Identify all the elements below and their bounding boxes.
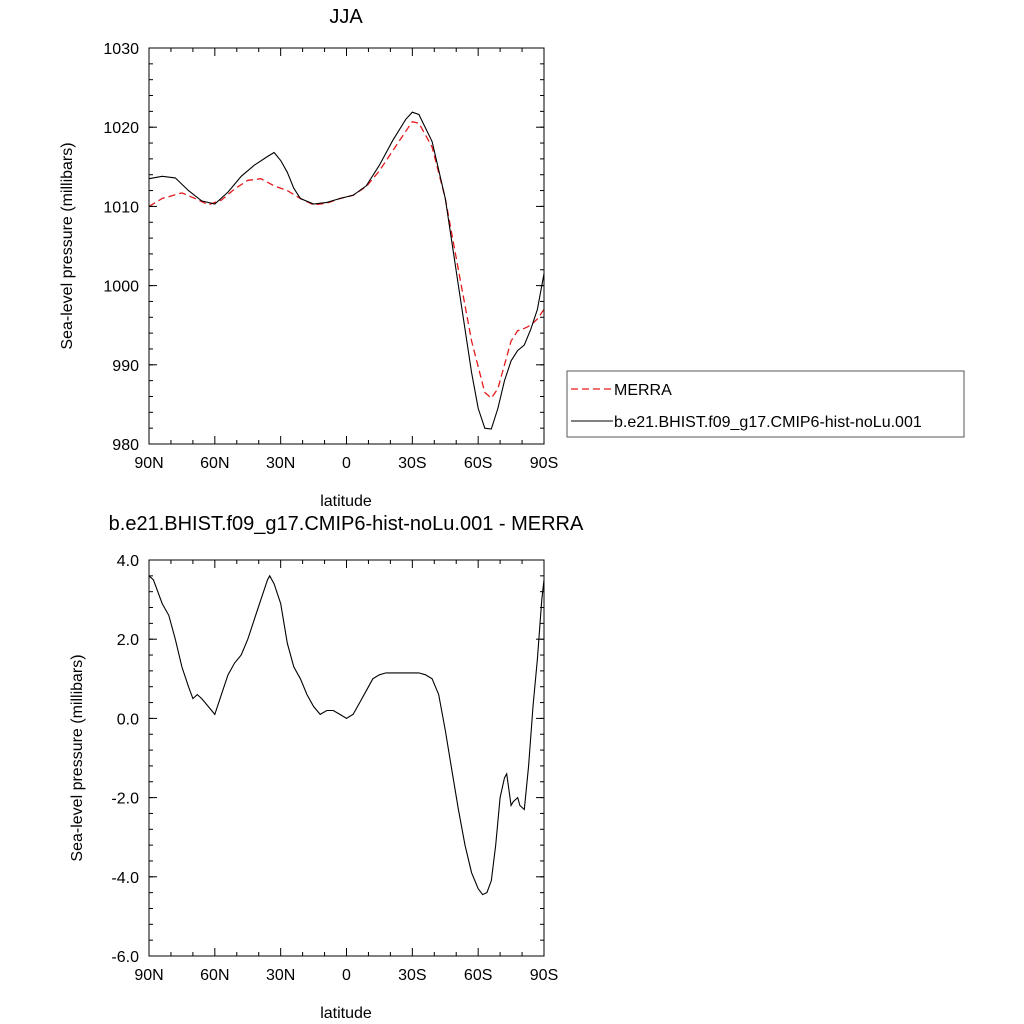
legend-box — [566, 370, 965, 438]
bottom-series-line-difference — [148, 574, 545, 896]
legend-label-merra: MERRA — [614, 382, 672, 399]
top-x-tick-label: 0 — [342, 455, 351, 472]
legend: MERRA b.e21.BHIST.f09_g17.CMIP6-hist-noL… — [566, 370, 965, 438]
bottom-y-tick-label: 4.0 — [117, 553, 139, 570]
bottom-x-tick-label: 90N — [134, 967, 163, 984]
top-panel: JJA 90N 60N 30N 0 30S 60S 90S 980 990 1000 1010 102… — [59, 6, 558, 510]
bottom-y-tick-label: -6.0 — [111, 949, 139, 966]
top-x-tick-label: 90N — [134, 455, 163, 472]
top-y-axis-label: Sea-level pressure (millibars) — [59, 142, 76, 349]
top-x-tick-label: 30S — [398, 455, 426, 472]
top-y-tick-label: 1020 — [103, 120, 139, 137]
bottom-chart-title: b.e21.BHIST.f09_g17.CMIP6-hist-noLu.001 … — [109, 513, 584, 535]
top-plot-frame — [148, 47, 545, 445]
top-y-tick-label: 1000 — [103, 279, 139, 296]
top-x-tick-label: 60S — [464, 455, 492, 472]
bottom-x-tick-label: 90S — [530, 967, 558, 984]
top-y-tick-label: 980 — [112, 437, 139, 454]
bottom-x-tick-label: 60N — [200, 967, 229, 984]
bottom-y-tick-label: -4.0 — [111, 870, 139, 887]
bottom-y-tick-label: -2.0 — [111, 791, 139, 808]
top-series-line-merra — [148, 120, 545, 400]
bottom-x-tick-label: 60S — [464, 967, 492, 984]
top-series-line-model — [148, 111, 545, 430]
top-x-tick-label: 60N — [200, 455, 229, 472]
bottom-plot-frame — [148, 559, 545, 957]
bottom-y-tick-label: 2.0 — [117, 632, 139, 649]
bottom-y-axis-label: Sea-level pressure (millibars) — [69, 654, 86, 861]
bottom-x-tick-label: 30S — [398, 967, 426, 984]
legend-label-model: b.e21.BHIST.f09_g17.CMIP6-hist-noLu.001 — [614, 414, 922, 431]
top-x-tick-label: 30N — [266, 455, 295, 472]
bottom-y-tick-label: 0.0 — [117, 711, 139, 728]
top-y-tick-label: 990 — [112, 358, 139, 375]
bottom-x-tick-label: 30N — [266, 967, 295, 984]
bottom-x-axis-label: latitude — [320, 1005, 372, 1022]
top-x-tick-label: 90S — [530, 455, 558, 472]
bottom-x-tick-label: 0 — [342, 967, 351, 984]
top-x-axis-label: latitude — [320, 493, 372, 510]
top-y-tick-label: 1030 — [103, 41, 139, 58]
top-chart-title: JJA — [329, 6, 363, 28]
top-y-tick-label: 1010 — [103, 199, 139, 216]
bottom-panel: b.e21.BHIST.f09_g17.CMIP6-hist-noLu.001 … — [69, 513, 584, 1022]
